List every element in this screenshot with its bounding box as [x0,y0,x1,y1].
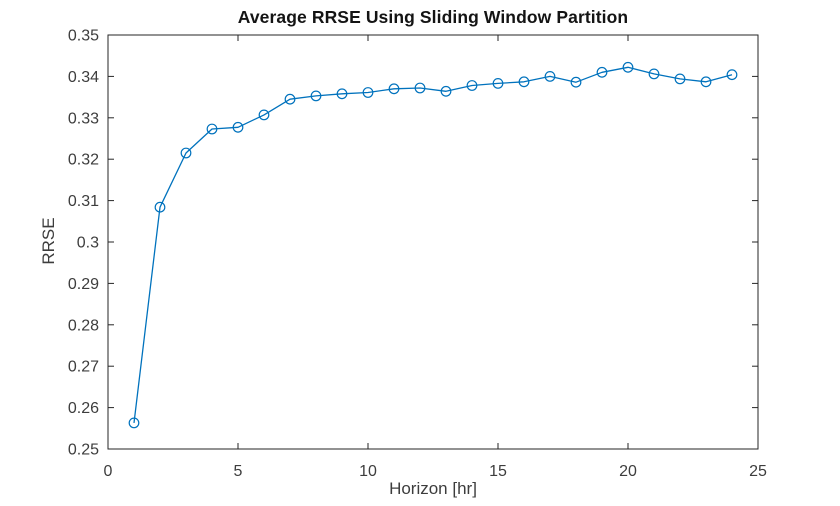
y-tick-label: 0.33 [68,110,99,127]
data-point-marker [544,70,556,82]
data-point-marker [518,76,530,88]
y-tick-label: 0.27 [68,359,99,376]
y-tick-label: 0.3 [77,235,99,252]
x-tick-label: 5 [234,463,243,480]
y-tick-label: 0.34 [68,69,99,86]
x-tick-label: 20 [619,463,637,480]
y-axis-label: RRSE [39,217,58,265]
data-point-marker [700,76,712,88]
y-tick-label: 0.35 [68,28,99,45]
x-tick-label: 15 [489,463,507,480]
y-tick-label: 0.32 [68,152,99,169]
x-axis-label: Horizon [hr] [389,479,477,498]
data-point-marker [362,87,374,98]
data-point-marker [128,417,140,429]
data-point-marker [674,73,686,85]
y-tick-label: 0.25 [68,442,99,459]
series-line [133,66,733,423]
y-tick-label: 0.26 [68,400,99,417]
y-tick-label: 0.28 [68,317,99,334]
y-tick-label: 0.29 [68,276,99,293]
data-point-marker [284,93,296,105]
data-point-marker [440,85,452,97]
data-point-marker [466,80,478,91]
data-point-marker [648,68,660,80]
data-point-marker [154,201,166,213]
x-tick-label: 25 [749,463,767,480]
data-point-marker [336,88,348,100]
data-point-marker [310,90,322,102]
chart-title: Average RRSE Using Sliding Window Partit… [237,7,629,27]
data-point-marker [570,76,582,88]
data-point-marker [180,147,192,159]
axis-box [107,34,759,450]
data-point-marker [258,109,270,121]
data-point-marker [388,83,400,95]
x-tick-label: 0 [104,463,113,480]
x-tick-label: 10 [359,463,377,480]
data-point-marker [206,123,218,135]
data-point-marker [622,61,634,73]
data-point-marker [414,82,426,94]
data-point-marker [596,66,608,78]
data-point-marker [232,121,244,133]
data-point-marker [492,77,504,89]
y-tick-label: 0.31 [68,193,99,210]
data-point-marker [726,69,738,81]
